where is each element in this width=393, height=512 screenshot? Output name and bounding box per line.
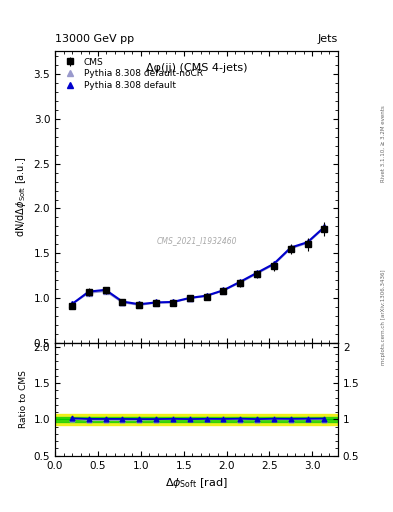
Pythia 8.308 default [120,298,125,305]
Pythia 8.308 default-noCR [221,288,226,294]
Pythia 8.308 default-noCR [322,225,327,231]
Pythia 8.308 default-noCR [255,270,259,276]
Line: Pythia 8.308 default-noCR: Pythia 8.308 default-noCR [69,225,327,308]
Text: CMS_2021_I1932460: CMS_2021_I1932460 [156,237,237,246]
Pythia 8.308 default [322,224,327,230]
Pythia 8.308 default [137,301,141,307]
Pythia 8.308 default-noCR [305,240,310,246]
Y-axis label: Ratio to CMS: Ratio to CMS [19,371,28,429]
Text: mcplots.cern.ch [arXiv:1306.3436]: mcplots.cern.ch [arXiv:1306.3436] [381,270,386,365]
Text: Δφ(jj) (CMS 4-jets): Δφ(jj) (CMS 4-jets) [146,63,247,73]
Pythia 8.308 default [86,289,91,295]
Pythia 8.308 default [221,287,226,293]
Pythia 8.308 default-noCR [272,262,276,268]
Pythia 8.308 default [154,300,158,306]
Pythia 8.308 default-noCR [120,300,125,306]
Pythia 8.308 default [187,295,192,301]
Pythia 8.308 default-noCR [70,301,74,307]
Pythia 8.308 default [255,270,259,276]
Line: Pythia 8.308 default: Pythia 8.308 default [69,224,327,307]
Text: Rivet 3.1.10, ≥ 3.2M events: Rivet 3.1.10, ≥ 3.2M events [381,105,386,182]
Pythia 8.308 default [171,299,175,305]
Pythia 8.308 default [204,293,209,299]
Pythia 8.308 default-noCR [86,290,91,296]
Pythia 8.308 default-noCR [187,295,192,302]
Pythia 8.308 default [103,287,108,293]
Y-axis label: dN/d$\Delta\phi_{\rm Soft}$ [a.u.]: dN/d$\Delta\phi_{\rm Soft}$ [a.u.] [14,157,28,238]
Pythia 8.308 default-noCR [288,245,293,251]
Text: Jets: Jets [318,33,338,44]
Pythia 8.308 default-noCR [204,293,209,299]
Pythia 8.308 default [305,239,310,245]
Pythia 8.308 default [288,245,293,251]
Pythia 8.308 default [238,279,242,285]
Pythia 8.308 default-noCR [103,288,108,294]
Pythia 8.308 default-noCR [137,302,141,308]
Pythia 8.308 default-noCR [238,280,242,286]
X-axis label: $\Delta\phi_{\rm Soft}$ [rad]: $\Delta\phi_{\rm Soft}$ [rad] [165,476,228,490]
Pythia 8.308 default [70,301,74,307]
Text: 13000 GeV pp: 13000 GeV pp [55,33,134,44]
Pythia 8.308 default-noCR [171,300,175,306]
Legend: CMS, Pythia 8.308 default-noCR, Pythia 8.308 default: CMS, Pythia 8.308 default-noCR, Pythia 8… [59,56,205,92]
Pythia 8.308 default [272,261,276,267]
Pythia 8.308 default-noCR [154,300,158,306]
